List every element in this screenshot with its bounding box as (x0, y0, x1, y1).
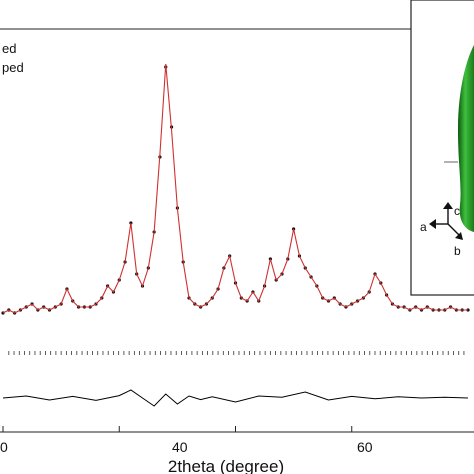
x-axis-label: 2theta (degree) (168, 457, 284, 474)
calculated-series (2, 63, 468, 314)
legend-label-2: ped (2, 60, 24, 75)
legend-label-1: ed (2, 41, 16, 56)
x-tick-label-0: 0 (0, 439, 8, 455)
x-tick-label-40: 40 (172, 439, 188, 455)
inset-axis-label-c: c (454, 204, 460, 218)
crystal-axes-icon (429, 202, 463, 240)
inset-axis-label-a: a (420, 220, 427, 234)
x-tick-label-60: 60 (357, 439, 373, 455)
difference-line (2, 389, 469, 407)
x-ticks (2, 426, 353, 432)
calculated-line (2, 63, 468, 314)
inset-axis-label-b: b (454, 244, 461, 258)
observed-series (1, 65, 470, 315)
bragg-ticks (8, 351, 465, 355)
inset-green-shape (458, 45, 474, 232)
inset-panel: c a b (410, 0, 474, 296)
difference-series (2, 389, 469, 407)
